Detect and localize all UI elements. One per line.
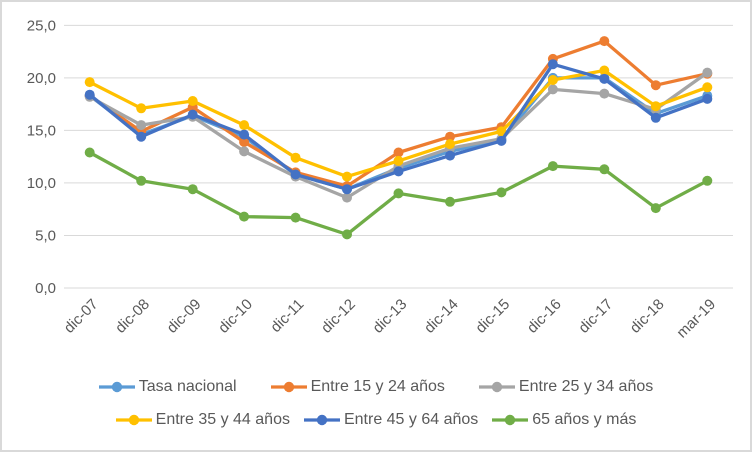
data-point-marker [187,184,198,195]
legend-label: Tasa nacional [138,378,237,395]
data-point-marker [342,171,352,182]
data-point-marker [445,150,455,161]
y-axis-tick-label: 5,0 [35,227,56,244]
legend-item-entre-35-44: Entre 35 y 44 años [115,407,290,433]
data-point-marker [496,187,507,198]
data-point-marker [290,169,301,180]
data-point-marker [599,164,610,175]
data-point-marker [342,229,352,240]
data-point-marker [136,131,147,142]
legend-marker-icon [492,414,529,426]
data-point-marker [290,212,301,223]
data-point-marker [393,188,404,199]
y-axis-tick-label: 10,0 [27,175,56,192]
data-point-marker [187,96,198,106]
data-point-marker [84,77,95,88]
data-point-marker [702,67,713,78]
legend-marker-icon [98,381,135,393]
data-point-marker [650,80,661,91]
x-axis-tick-label: dic-07 [61,296,102,337]
data-point-marker [393,155,404,166]
data-point-marker [136,175,147,186]
data-point-marker [496,135,507,146]
data-point-marker [136,120,147,131]
data-point-marker [84,147,95,158]
legend-row-2: Entre 35 y 44 años Entre 45 y 64 años 65… [115,407,636,433]
data-point-marker [702,93,713,104]
x-axis-tick-label: dic-08 [112,296,153,337]
data-point-marker [445,196,455,207]
x-axis-tick-label: dic-16 [524,296,565,337]
data-point-marker [393,166,404,177]
legend-item-entre-15-24: Entre 15 y 24 años [270,374,445,400]
legend-row-1: Tasa nacional Entre 15 y 24 años Entre 2… [98,374,654,400]
legend-label: 65 años y más [532,411,637,428]
legend-item-entre-25-34: Entre 25 y 34 años [478,374,654,400]
x-axis-tick-label: mar-19 [673,296,719,342]
data-point-marker [445,139,455,150]
data-point-marker [547,161,558,172]
data-point-marker [599,88,610,99]
legend-item-tasa-nacional: Tasa nacional [98,374,237,400]
x-axis-tick-label: dic-17 [575,296,616,337]
x-axis-tick-label: dic-18 [627,296,668,337]
data-point-marker [342,192,352,203]
data-point-marker [650,112,661,123]
x-axis-tick-label: dic-13 [369,296,410,337]
data-point-marker [702,82,713,93]
data-point-marker [599,65,610,76]
data-point-marker [239,211,250,222]
data-point-marker [650,203,661,214]
data-point-marker [496,126,507,137]
x-axis-tick-label: dic-12 [318,296,359,337]
y-axis-tick-label: 0,0 [35,280,56,297]
data-point-marker [239,129,250,140]
data-point-marker [702,175,713,186]
legend-label: Entre 15 y 24 años [310,378,445,395]
data-point-marker [290,152,301,163]
x-axis-tick-label: dic-15 [472,296,513,337]
data-point-marker [445,131,455,142]
legend-label: Entre 25 y 34 años [518,378,654,395]
data-point-marker [393,147,404,158]
data-point-marker [136,103,147,114]
data-point-marker [650,101,661,112]
data-point-marker [547,59,558,70]
x-axis-tick-label: dic-10 [215,296,256,337]
data-point-marker [547,75,558,85]
legend-marker-icon [478,381,515,393]
data-point-marker [187,109,198,120]
data-point-marker [239,120,250,131]
legend-label: Entre 45 y 64 años [343,411,479,428]
legend-marker-icon [303,414,340,426]
chart-legend: Tasa nacional Entre 15 y 24 años Entre 2… [2,374,750,433]
data-point-marker [239,137,250,147]
legend-item-entre-45-64: Entre 45 y 64 años [303,407,479,433]
y-axis-tick-label: 20,0 [27,70,56,87]
x-axis-tick-label: dic-14 [421,296,462,337]
data-point-marker [599,73,610,84]
y-axis-tick-label: 15,0 [27,122,56,139]
data-point-marker [599,36,610,47]
y-axis-tick-label: 25,0 [27,17,56,34]
data-point-marker [547,84,558,95]
legend-marker-icon [270,381,307,393]
legend-marker-icon [115,414,152,426]
x-axis-tick-label: dic-09 [164,296,205,337]
data-point-marker [84,89,95,100]
legend-item-65-y-mas: 65 años y más [492,407,636,433]
legend-label: Entre 35 y 44 años [155,411,290,428]
data-point-marker [342,184,352,195]
x-axis-tick-label: dic-11 [267,296,307,336]
plot-area: 0,0 5,0 10,0 15,0 20,0 25,0 dic-07 dic-08 dic-09… [27,17,733,342]
data-point-marker [239,146,250,157]
